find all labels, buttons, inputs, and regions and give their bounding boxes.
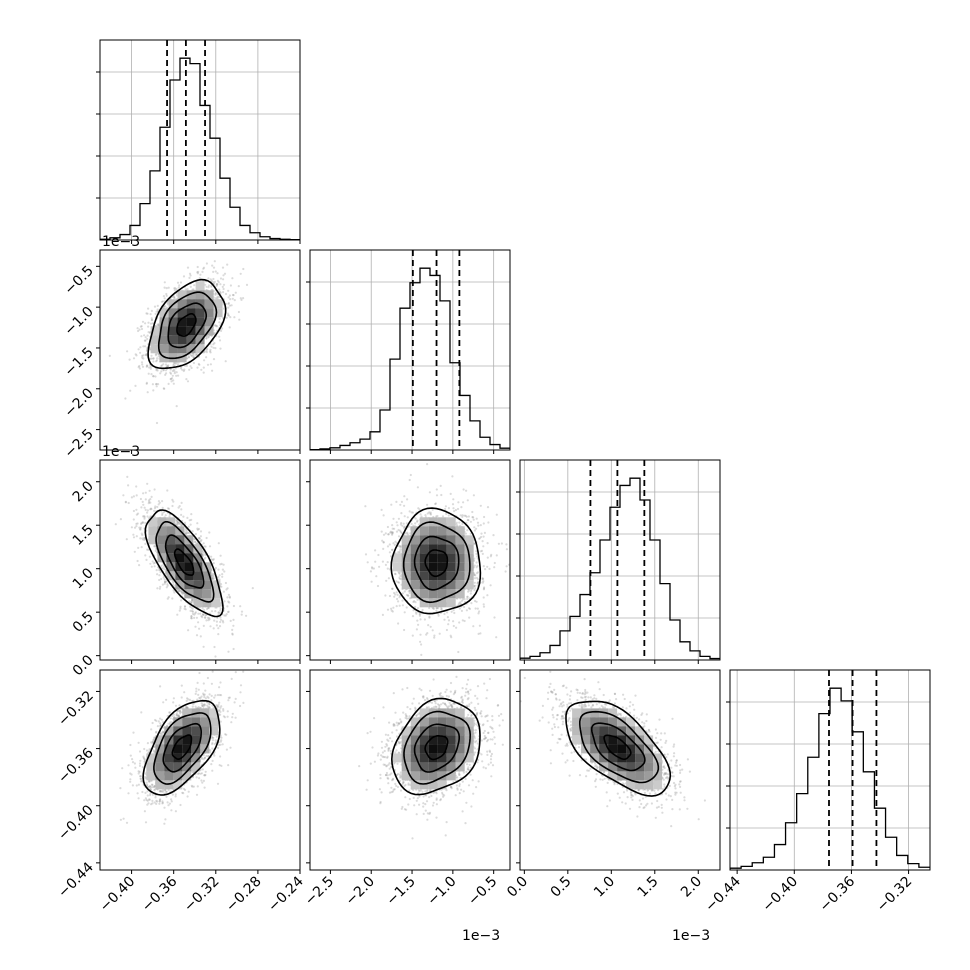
scatter-frame bbox=[309, 459, 511, 661]
x-tick-label: −0.44 bbox=[702, 873, 744, 915]
x-tick-label: −0.28 bbox=[223, 874, 265, 916]
scatter-frame bbox=[99, 669, 301, 871]
contour-level-3 bbox=[565, 700, 672, 797]
x-tick-label: −0.40 bbox=[759, 874, 801, 916]
x-tick-label: −2.5 bbox=[302, 874, 337, 909]
contour-level-1 bbox=[164, 534, 205, 589]
x-tick-label: −0.36 bbox=[817, 873, 859, 915]
contour-level-2 bbox=[403, 710, 472, 785]
contour-level-2 bbox=[153, 712, 212, 785]
density-bins bbox=[150, 281, 223, 363]
contour-level-1 bbox=[590, 722, 646, 772]
scatter-panel-2-0 bbox=[99, 459, 301, 661]
x-tick-label: 0.0 bbox=[504, 874, 531, 901]
contour-level-3 bbox=[142, 699, 221, 796]
contour-level-3 bbox=[147, 278, 227, 370]
hist-panel-0 bbox=[96, 39, 301, 241]
y-tick-label: 2.0 bbox=[70, 478, 97, 505]
y-tick-label: 0.5 bbox=[70, 609, 97, 636]
scatter-panel-2-1 bbox=[309, 459, 511, 661]
contour-level-0 bbox=[424, 549, 449, 578]
y-tick-label: 1.5 bbox=[70, 522, 97, 549]
x-tick-label: −2.0 bbox=[343, 874, 378, 909]
y-offset-label-1: 1e−3 bbox=[102, 234, 140, 250]
y-tick-label: −1.0 bbox=[61, 304, 96, 339]
scatter-panel-1-0 bbox=[99, 249, 301, 451]
x-tick-label: −0.5 bbox=[465, 874, 500, 909]
contour-level-2 bbox=[155, 521, 215, 603]
x-tick-label: −0.32 bbox=[181, 874, 223, 916]
contour-level-2 bbox=[402, 521, 471, 604]
hist-panel-3 bbox=[726, 669, 931, 871]
scatter-frame bbox=[519, 669, 721, 871]
y-tick-label: −0.5 bbox=[61, 263, 96, 298]
hist-frame bbox=[99, 39, 301, 241]
hist-grid bbox=[310, 250, 510, 450]
contour-level-0 bbox=[171, 734, 193, 761]
hist-panel-1 bbox=[306, 249, 511, 451]
hist-grid bbox=[520, 460, 720, 660]
scatter-panel-3-2 bbox=[519, 669, 721, 871]
scatter-frame bbox=[309, 669, 511, 871]
contour-level-1 bbox=[413, 723, 460, 773]
hist-grid bbox=[730, 670, 930, 870]
contour-level-1 bbox=[167, 302, 207, 349]
y-tick-label: 1.0 bbox=[70, 565, 97, 592]
hist-panel-2 bbox=[516, 459, 721, 661]
contour-level-0 bbox=[173, 548, 195, 577]
x-tick-label: −1.0 bbox=[424, 874, 459, 909]
y-tick-label: −2.0 bbox=[61, 385, 96, 420]
contour-level-1 bbox=[413, 535, 460, 591]
y-tick-label: −1.5 bbox=[61, 344, 96, 379]
scatter-frame bbox=[99, 459, 301, 661]
y-tick-label: −0.40 bbox=[55, 802, 97, 844]
y-tick-label: −0.36 bbox=[55, 745, 97, 787]
contour-level-2 bbox=[157, 291, 218, 360]
x-tick-label: −1.5 bbox=[384, 874, 419, 909]
x-tick-label: −0.32 bbox=[874, 874, 916, 916]
hist-frame bbox=[309, 249, 511, 451]
contour-level-1 bbox=[162, 722, 203, 773]
contour-level-0 bbox=[176, 313, 197, 337]
y-tick-label: −2.5 bbox=[61, 426, 96, 461]
y-tick-label: −0.32 bbox=[55, 688, 97, 730]
x-tick-label: −0.40 bbox=[97, 874, 139, 916]
hist-frame bbox=[729, 669, 931, 871]
hist-step-line bbox=[730, 687, 930, 870]
contour-level-2 bbox=[579, 710, 660, 784]
contour-level-3 bbox=[390, 507, 482, 615]
x-tick-label: 1.0 bbox=[591, 874, 618, 901]
x-tick-label: 0.5 bbox=[548, 874, 575, 901]
x-offset-label-1: 1e−3 bbox=[462, 928, 500, 944]
x-tick-label: −0.36 bbox=[139, 873, 181, 915]
hist-step-line bbox=[100, 57, 300, 240]
x-tick-label: 2.0 bbox=[678, 874, 705, 901]
hist-step-line bbox=[310, 267, 510, 450]
x-tick-label: 1.5 bbox=[635, 874, 662, 901]
y-tick-label: 0.0 bbox=[70, 652, 97, 679]
scatter-panel-3-1 bbox=[309, 669, 511, 871]
hist-step-line bbox=[520, 477, 720, 660]
contour-level-3 bbox=[390, 697, 481, 796]
x-offset-label-2: 1e−3 bbox=[672, 928, 710, 944]
contour-level-3 bbox=[144, 509, 224, 618]
x-tick-label: −0.24 bbox=[265, 873, 307, 915]
contour-level-0 bbox=[424, 735, 449, 761]
scatter-frame bbox=[99, 249, 301, 451]
scatter-panel-3-0 bbox=[99, 669, 301, 871]
y-offset-label-2: 1e−3 bbox=[102, 444, 140, 460]
hist-frame bbox=[519, 459, 721, 661]
density-bins bbox=[146, 708, 219, 790]
contour-level-0 bbox=[603, 734, 632, 760]
y-tick-label: −0.44 bbox=[55, 859, 97, 901]
